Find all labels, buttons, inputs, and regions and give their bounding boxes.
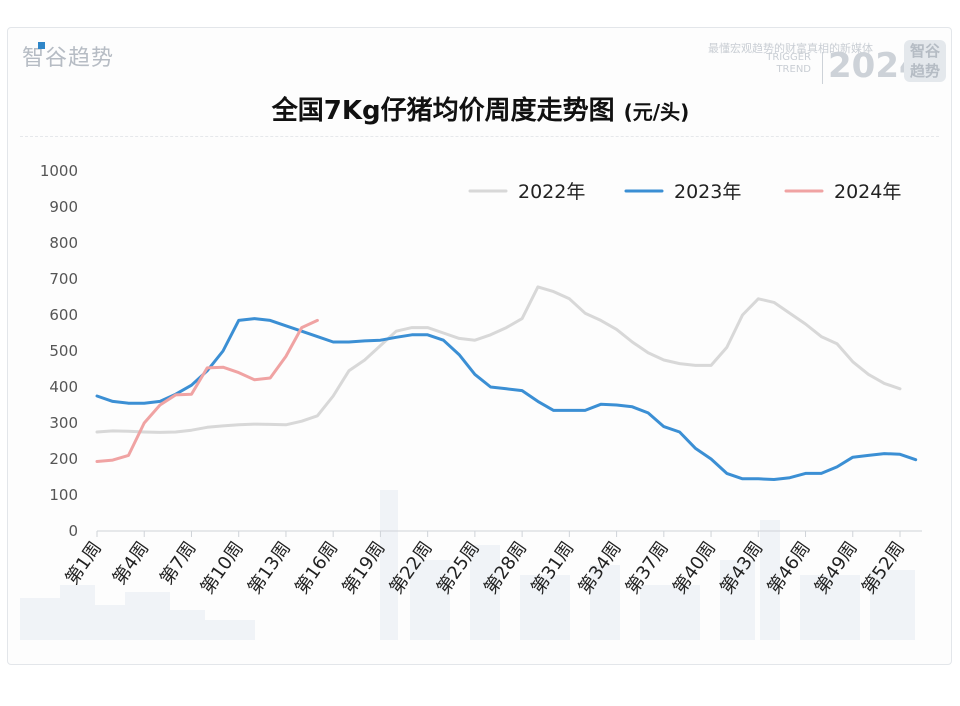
y-tick-label: 700 <box>49 270 78 288</box>
series-line-2023 <box>95 317 918 481</box>
y-tick-label: 800 <box>49 234 78 252</box>
watermark-en: TRIGGER TREND <box>766 52 811 75</box>
y-tick-label: 500 <box>49 342 78 360</box>
legend-label-2024: 2024年 <box>834 181 901 203</box>
chart-series <box>95 285 918 481</box>
skyline-building <box>640 585 700 640</box>
skyline-building <box>205 620 255 640</box>
chart-legend: 2022年 2023年 2024年 <box>468 181 901 203</box>
y-tick-label: 200 <box>49 450 78 468</box>
skyline-building <box>60 585 95 640</box>
x-tick-label: 第1周 <box>62 538 106 589</box>
chart-unit: (元/头) <box>623 100 690 124</box>
skyline-building <box>170 610 205 640</box>
skyline-building <box>870 570 915 640</box>
y-tick-label: 1000 <box>40 162 78 180</box>
x-tick-label: 第16周 <box>291 538 342 598</box>
skyline-decoration <box>20 490 915 640</box>
x-tick-label: 第7周 <box>156 538 200 589</box>
y-tick-label: 400 <box>49 378 78 396</box>
brand-logo: 智谷趋势 <box>22 46 115 71</box>
brand-logo-dot <box>38 42 45 49</box>
skyline-building <box>410 560 450 640</box>
chart-title: 全国7Kg仔猪均价周度走势图 (元/头) <box>271 96 690 126</box>
x-tick-label: 第10周 <box>197 538 248 598</box>
y-tick-label: 600 <box>49 306 78 324</box>
legend-label-2023: 2023年 <box>674 181 741 203</box>
y-tick-label: 100 <box>49 486 78 504</box>
skyline-building <box>590 565 620 640</box>
skyline-building <box>20 598 60 640</box>
skyline-building <box>380 490 398 640</box>
skyline-building <box>520 575 570 640</box>
x-tick-label: 第4周 <box>109 538 153 589</box>
brand-slogan: 最懂宏观趋势的财富真相的新媒体 <box>708 42 873 55</box>
watermark-divider <box>822 52 823 84</box>
skyline-building <box>720 560 755 640</box>
x-tick-label: 第13周 <box>244 538 295 598</box>
y-tick-label: 900 <box>49 198 78 216</box>
series-line-2024 <box>95 318 319 463</box>
watermark-badge: 智谷 趋势 <box>904 40 946 82</box>
skyline-building <box>760 520 780 640</box>
y-tick-label: 300 <box>49 414 78 432</box>
legend-label-2022: 2022年 <box>518 181 585 203</box>
y-tick-label: 0 <box>68 522 78 540</box>
skyline-building <box>95 605 125 640</box>
series-line-2022 <box>95 285 902 434</box>
skyline-building <box>470 545 500 640</box>
skyline-building <box>125 592 170 640</box>
title-separator <box>20 136 939 137</box>
skyline-building <box>800 575 860 640</box>
